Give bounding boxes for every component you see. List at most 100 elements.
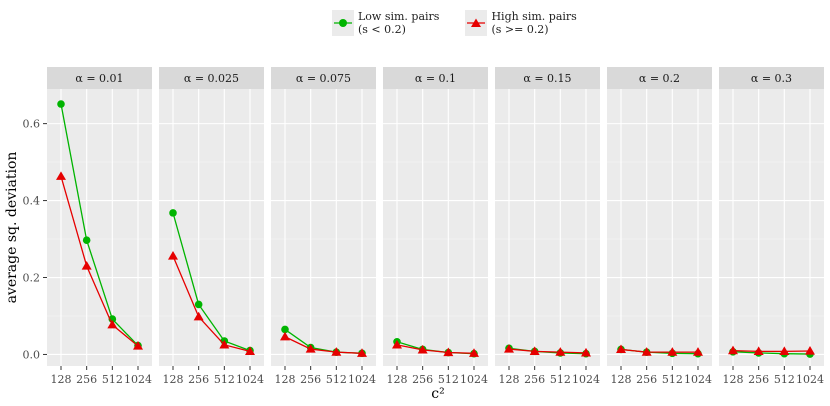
legend-label-high-sim: High sim. pairs (s >= 0.2) — [491, 10, 577, 36]
panel-background — [607, 89, 712, 366]
legend-key-low-sim — [332, 10, 354, 36]
facet-panel: α = 0.15 128 256 512 1024 — [495, 67, 600, 386]
facet-strip-label: α = 0.3 — [751, 72, 792, 85]
facet-panel: α = 0.3 128 256 512 1024 — [719, 67, 824, 386]
data-point-triangle — [305, 344, 316, 353]
series-line-low-sim — [172, 212, 251, 352]
x-tick-label: 1024 — [572, 373, 600, 386]
data-point-triangle — [443, 347, 454, 357]
legend-item-low-sim: Low sim. pairs (s < 0.2) — [332, 10, 439, 36]
facet-panel: α = 0.075 128 256 512 1024 — [271, 67, 376, 386]
x-tick-label: 256 — [748, 373, 769, 386]
data-point-triangle — [529, 346, 540, 355]
data-point-triangle — [107, 319, 118, 329]
y-tick-label: 0.2 — [23, 272, 41, 285]
series-line-high-sim — [396, 344, 475, 354]
facet-strip-label: α = 0.15 — [523, 72, 571, 85]
series-line-high-sim — [732, 349, 811, 353]
data-point-triangle — [641, 347, 652, 356]
panel-background — [47, 89, 152, 366]
facet-strip-label: α = 0.075 — [296, 72, 351, 85]
data-point-circle — [281, 325, 289, 334]
facet-strip-label: α = 0.025 — [184, 72, 239, 85]
facet-strip — [719, 67, 824, 89]
data-point-triangle — [193, 311, 204, 321]
data-point-triangle — [357, 348, 367, 357]
data-point-triangle — [581, 347, 591, 357]
data-point-circle — [194, 300, 203, 309]
x-tick-label: 128 — [387, 373, 408, 386]
x-tick-label: 512 — [102, 373, 123, 386]
facet-panel: α = 0.025 128 256 512 1024 — [159, 67, 264, 386]
facet-panel: α = 0.2 128 256 512 1024 — [607, 67, 712, 386]
x-tick-label: 256 — [524, 373, 545, 386]
x-tick-label: 512 — [214, 373, 235, 386]
facet-strip — [607, 67, 712, 89]
facet-strip — [159, 67, 264, 89]
y-axis-label: average sq. deviation — [4, 152, 20, 304]
series-line-low-sim — [732, 351, 811, 355]
panel-background — [383, 89, 488, 366]
x-tick-label: 128 — [51, 373, 72, 386]
data-point-triangle — [219, 339, 230, 349]
legend-label-low-sim: Low sim. pairs (s < 0.2) — [358, 10, 440, 36]
data-point-circle — [57, 100, 65, 108]
facet-panel: α = 0.1 128 256 512 1024 — [383, 67, 488, 386]
panel-background — [271, 89, 376, 366]
x-tick-label: 128 — [611, 373, 632, 386]
data-point-triangle — [280, 331, 290, 341]
facet-strip — [495, 67, 600, 89]
facet-strip — [383, 67, 488, 89]
data-point-triangle — [504, 344, 514, 353]
data-point-triangle — [56, 171, 66, 180]
x-tick-label: 512 — [550, 373, 571, 386]
panel-background — [495, 89, 600, 366]
x-tick-label: 256 — [636, 373, 657, 386]
y-tick-label: 0.4 — [23, 195, 41, 208]
y-tick-label: 0.6 — [23, 118, 41, 131]
y-tick-label: 0.0 — [23, 348, 41, 361]
series-line-high-sim — [284, 336, 363, 354]
data-point-triangle — [245, 346, 255, 355]
data-point-triangle — [753, 346, 764, 355]
data-point-triangle — [616, 344, 626, 354]
data-point-circle — [169, 209, 177, 217]
facet-strip-label: α = 0.1 — [415, 72, 456, 85]
data-point-triangle — [133, 340, 143, 350]
x-tick-label: 1024 — [236, 373, 264, 386]
x-tick-label: 512 — [326, 373, 347, 386]
data-point-triangle — [805, 345, 815, 355]
x-tick-label: 128 — [163, 373, 184, 386]
data-point-triangle — [417, 344, 428, 354]
legend-key-high-sim — [465, 10, 488, 36]
data-point-triangle — [331, 347, 342, 356]
data-point-triangle — [555, 347, 566, 356]
legend-marker-triangle — [471, 18, 482, 27]
x-tick-label: 1024 — [348, 373, 376, 386]
x-tick-label: 128 — [499, 373, 520, 386]
x-tick-label: 256 — [188, 373, 209, 386]
data-point-triangle — [392, 339, 402, 349]
data-point-triangle — [469, 348, 479, 357]
series-line-high-sim — [508, 348, 587, 354]
data-point-triangle — [693, 347, 703, 356]
x-axis-label: c² — [431, 386, 444, 402]
facet-strip-label: α = 0.2 — [639, 72, 680, 85]
x-tick-label: 128 — [275, 373, 296, 386]
data-point-triangle — [667, 347, 678, 356]
data-point-triangle — [728, 345, 738, 355]
panel-background — [159, 89, 264, 366]
x-tick-label: 128 — [723, 373, 744, 386]
facet-panel: α = 0.01 128 256 512 1024 — [47, 67, 152, 386]
x-tick-label: 512 — [438, 373, 459, 386]
legend: Low sim. pairs (s < 0.2) High sim. pairs… — [332, 10, 577, 50]
panel-background — [719, 89, 824, 366]
x-tick-label: 256 — [412, 373, 433, 386]
series-line-high-sim — [620, 348, 698, 353]
x-tick-label: 256 — [300, 373, 321, 386]
facet-strip-label: α = 0.01 — [75, 72, 123, 85]
x-tick-label: 1024 — [124, 373, 152, 386]
legend-item-high-sim: High sim. pairs (s >= 0.2) — [465, 10, 577, 36]
series-line-high-sim — [60, 176, 139, 347]
